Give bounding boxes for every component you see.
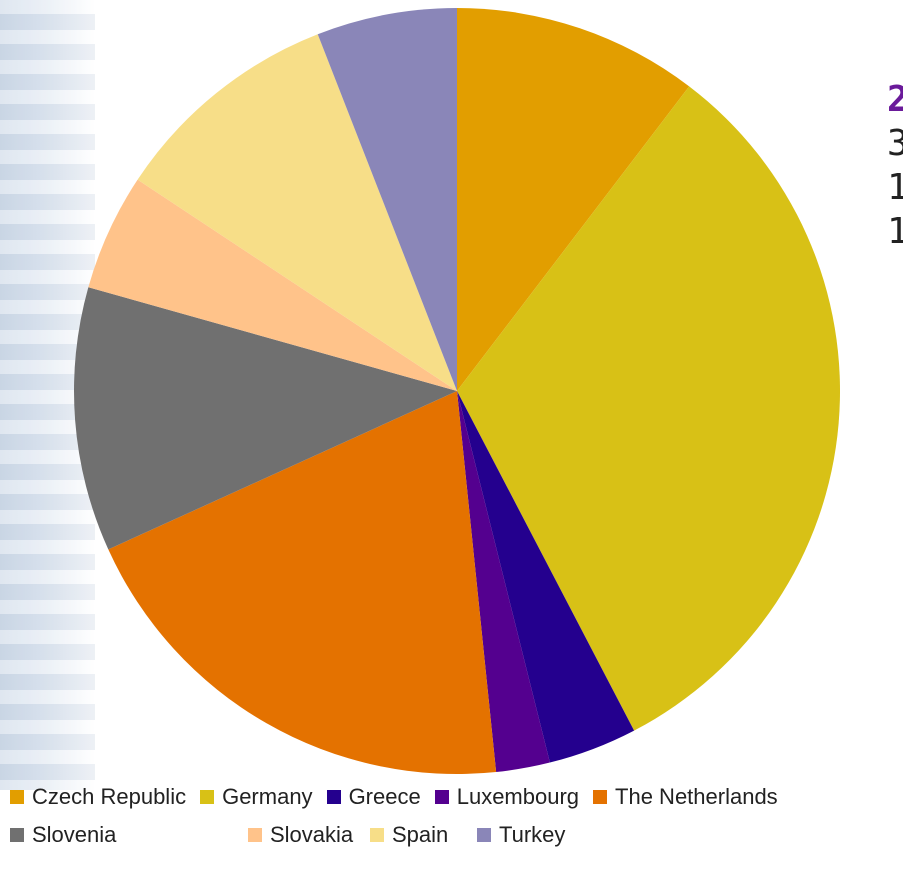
pie-slice-greece bbox=[457, 391, 635, 763]
legend-label: Slovenia bbox=[32, 822, 117, 847]
legend-swatch bbox=[10, 828, 24, 842]
legend-item-luxembourg: Luxembourg bbox=[434, 784, 580, 810]
legend-item-slovakia: Slovakia bbox=[248, 822, 370, 848]
legend-item-germany: Germany bbox=[200, 784, 313, 810]
legend-item-greece: Greece bbox=[326, 784, 421, 810]
legend-label: Turkey bbox=[499, 822, 566, 847]
legend-label: Czech Republic bbox=[32, 784, 187, 809]
pie-slice-turkey bbox=[317, 8, 457, 391]
pie-slice-germany bbox=[457, 86, 841, 731]
legend-item-spain: Spain bbox=[370, 822, 477, 848]
side-text-line: 3 bbox=[887, 123, 903, 164]
legend-item-slovenia: Slovenia bbox=[10, 822, 248, 848]
legend-swatch bbox=[370, 828, 384, 842]
legend-swatch bbox=[477, 828, 491, 842]
legend-row-2: Slovenia Slovakia Spain Turkey bbox=[10, 816, 903, 854]
legend-row-1: Czech Republic Germany Greece Luxembourg… bbox=[10, 778, 903, 816]
side-text-highlight: 2 bbox=[887, 79, 903, 120]
legend-label: The Netherlands bbox=[615, 784, 778, 809]
legend-item-turkey: Turkey bbox=[477, 822, 565, 848]
legend-swatch bbox=[248, 828, 262, 842]
pie-slice-luxembourg bbox=[457, 391, 550, 772]
legend-swatch bbox=[593, 790, 608, 804]
legend-swatch bbox=[200, 790, 215, 804]
legend-label: Luxembourg bbox=[456, 784, 580, 809]
legend-swatch bbox=[434, 790, 449, 804]
legend-label: Spain bbox=[392, 822, 449, 847]
pie-slice-spain bbox=[137, 34, 457, 391]
pie-slice-slovenia bbox=[74, 287, 457, 550]
pie-slice-slovakia bbox=[88, 179, 457, 391]
legend-swatch bbox=[326, 790, 341, 804]
legend-label: Slovakia bbox=[270, 822, 354, 847]
legend-label: Greece bbox=[348, 784, 421, 809]
legend-swatch bbox=[10, 790, 24, 804]
chart-legend: Czech Republic Germany Greece Luxembourg… bbox=[10, 778, 903, 854]
side-text-block: 2 3 1 1 bbox=[887, 78, 903, 254]
pie-slice-the-netherlands bbox=[108, 391, 497, 775]
side-text-line: 1 bbox=[887, 167, 903, 208]
side-text-line: 1 bbox=[887, 211, 903, 252]
legend-label: Germany bbox=[222, 784, 313, 809]
pie-chart bbox=[74, 8, 841, 775]
legend-item-the-netherlands: The Netherlands bbox=[593, 784, 778, 810]
legend-item-czech-republic: Czech Republic bbox=[10, 784, 186, 810]
pie-slice-czech-republic bbox=[457, 8, 690, 391]
